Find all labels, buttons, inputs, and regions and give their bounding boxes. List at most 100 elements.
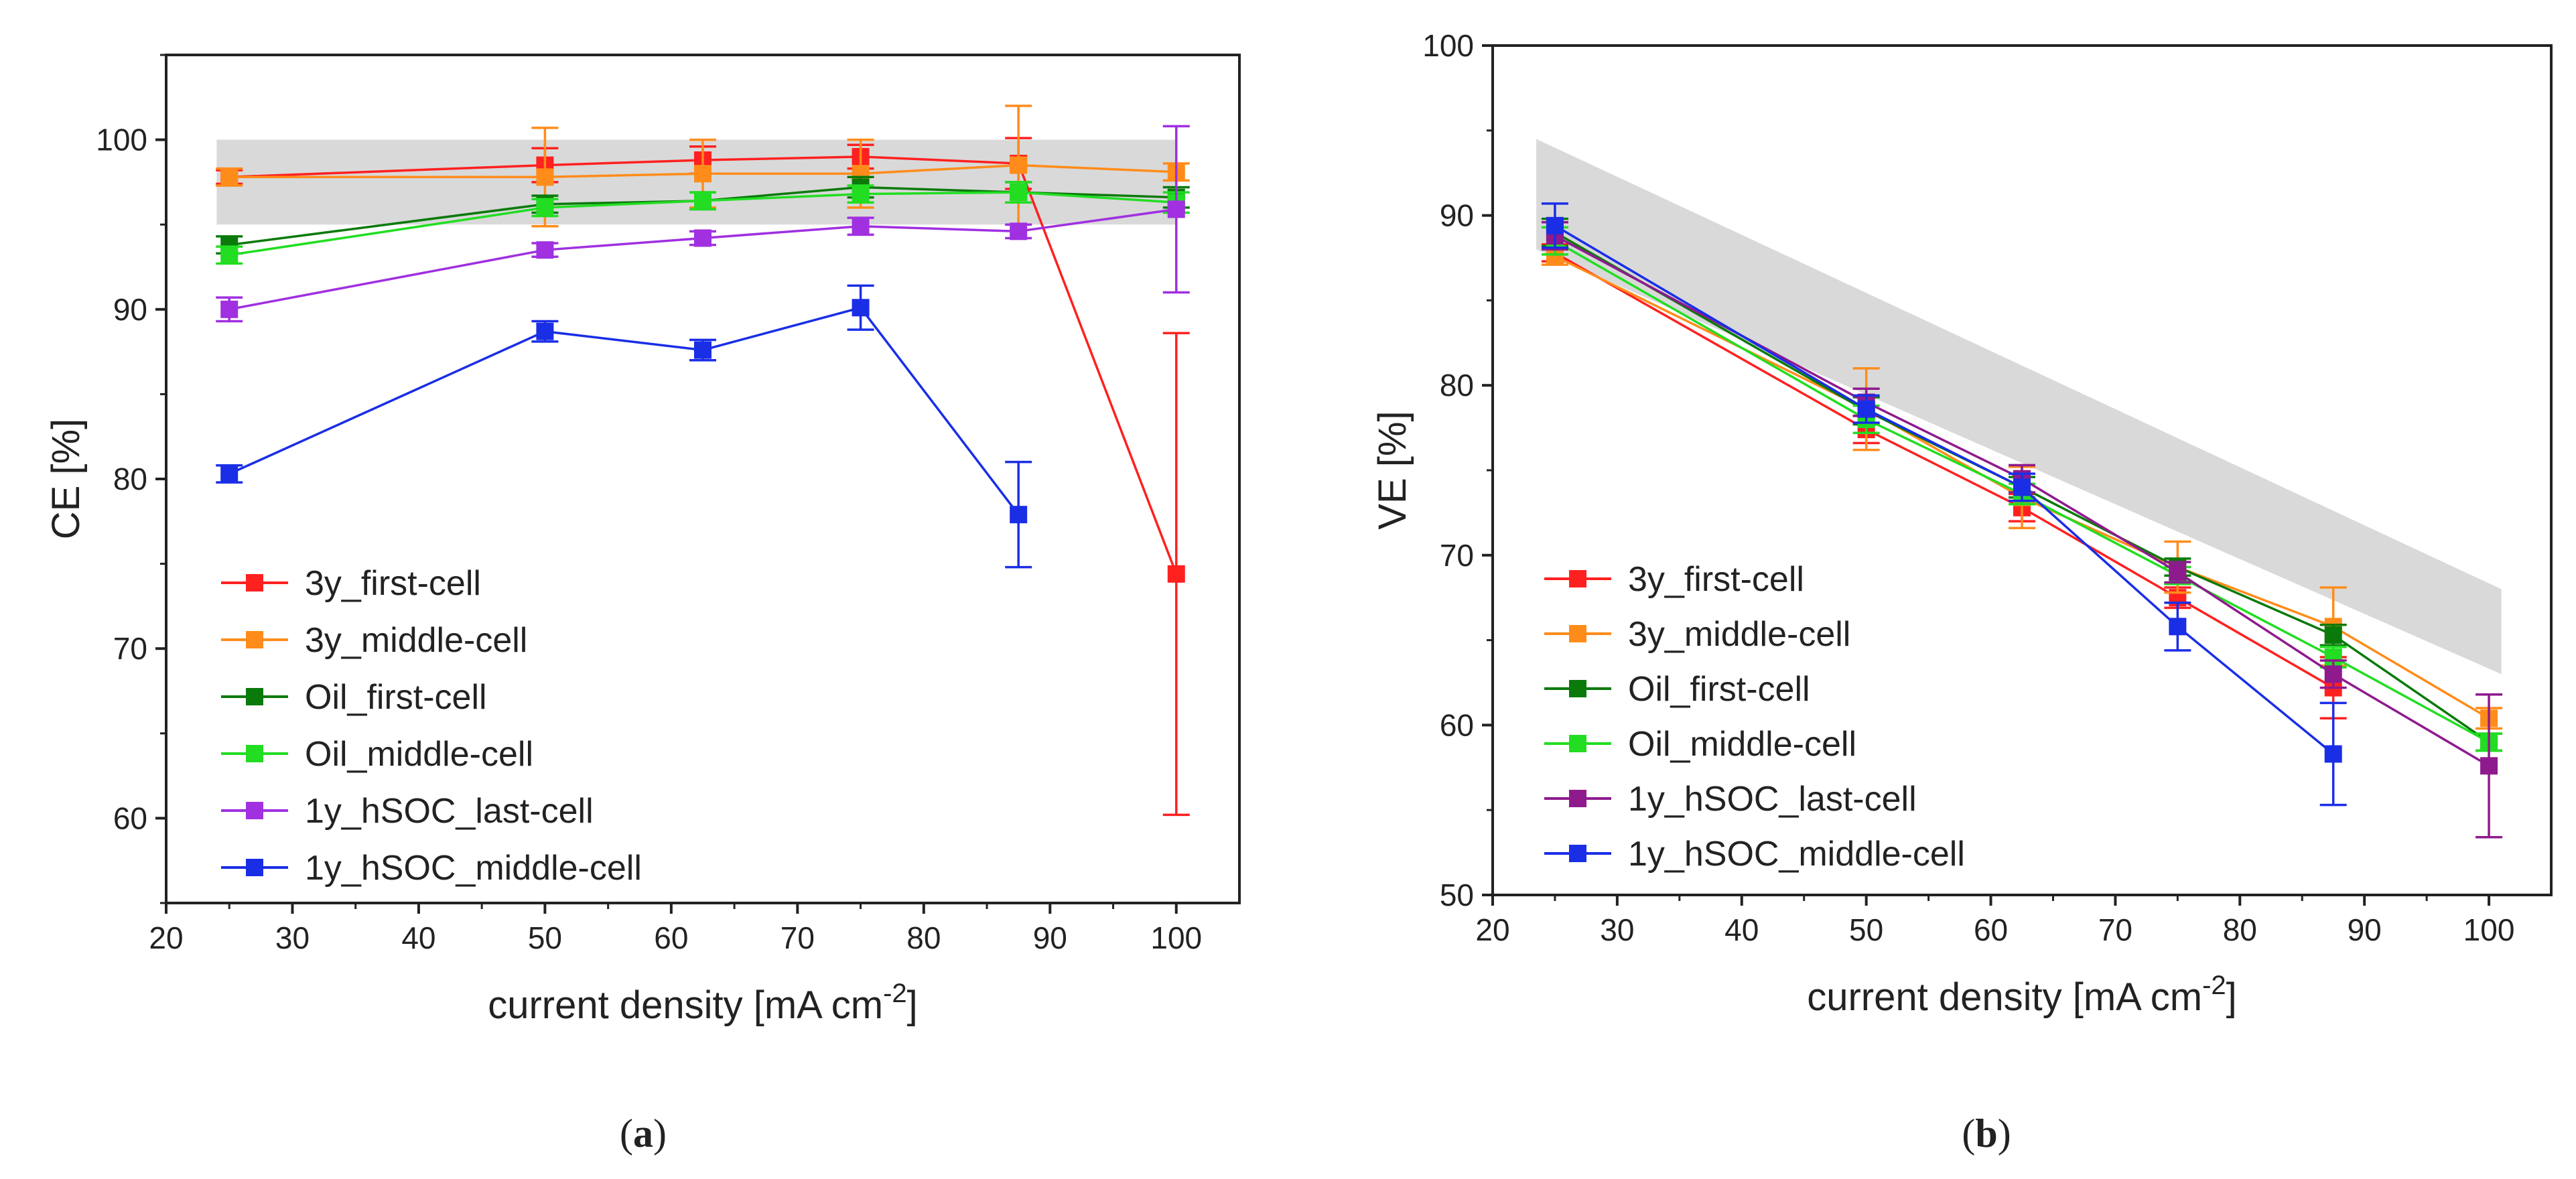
data-point bbox=[2169, 618, 2187, 636]
legend-label: 1y_hSOC_last-cell bbox=[305, 792, 594, 831]
series-line bbox=[229, 155, 1178, 575]
data-point bbox=[1010, 222, 1028, 240]
legend-marker bbox=[246, 802, 263, 819]
y-tick-label: 90 bbox=[1440, 198, 1474, 233]
x-tick-label: 70 bbox=[2098, 912, 2132, 947]
legend-label: 3y_middle-cell bbox=[1628, 615, 1850, 654]
legend-marker bbox=[246, 631, 263, 648]
subfigure-label-letter: b bbox=[1975, 1111, 1997, 1156]
data-point bbox=[852, 299, 870, 317]
data-point bbox=[694, 192, 711, 210]
legend-label: 1y_hSOC_last-cell bbox=[1628, 780, 1917, 819]
chart-panel-a: 20 30 40 50 60 70 80 90 100 60 70 80 90 100 current de… bbox=[44, 54, 1241, 1156]
data-point bbox=[220, 300, 239, 318]
x-tick-label: 50 bbox=[1849, 912, 1883, 947]
subfigure-label: (b) bbox=[1962, 1111, 2011, 1156]
x-tick-label: 100 bbox=[1150, 920, 1202, 955]
data-point bbox=[536, 198, 554, 216]
data-point bbox=[536, 322, 554, 340]
legend-label: 3y_first-cell bbox=[305, 564, 481, 603]
x-axis-label-end: ] bbox=[2226, 975, 2237, 1019]
series-1y_hSOC_middle-cell bbox=[216, 284, 1032, 569]
y-axis-label: CE [%] bbox=[44, 419, 88, 540]
data-point bbox=[694, 341, 711, 359]
x-axis-label-superscript: -2 bbox=[2202, 971, 2226, 1000]
data-point bbox=[852, 185, 870, 203]
data-point bbox=[1167, 565, 1185, 583]
x-tick-label: 70 bbox=[781, 920, 815, 955]
series-1y_hSOC_last-cell bbox=[216, 125, 1190, 323]
data-point bbox=[2013, 478, 2031, 496]
legend-label: 1y_hSOC_middle-cell bbox=[1628, 835, 1965, 874]
x-tick-label: 90 bbox=[1033, 920, 1067, 955]
data-point bbox=[694, 165, 711, 183]
data-point bbox=[2324, 626, 2342, 644]
series-line bbox=[1554, 234, 2490, 767]
x-tick-label: 100 bbox=[2463, 912, 2515, 947]
series-line bbox=[228, 191, 1176, 257]
data-point bbox=[1167, 200, 1185, 218]
reference-band bbox=[1536, 139, 2502, 675]
y-tick-label: 70 bbox=[113, 631, 147, 666]
x-axis-label-end: ] bbox=[907, 983, 918, 1027]
legend-label: Oil_first-cell bbox=[305, 678, 487, 717]
series-line bbox=[1554, 255, 2490, 719]
x-axis-label: current density [mA cm-2] bbox=[488, 979, 918, 1027]
legend-marker bbox=[1569, 625, 1586, 642]
series-line bbox=[228, 208, 1177, 311]
legend-marker bbox=[246, 574, 263, 592]
data-point bbox=[2480, 757, 2498, 775]
y-tick-label: 60 bbox=[113, 801, 147, 835]
subfigure-label-letter: a bbox=[633, 1111, 653, 1156]
x-tick-label: 80 bbox=[2223, 912, 2257, 947]
series-line bbox=[229, 163, 1176, 179]
subfigure-label-open: ( bbox=[620, 1111, 633, 1156]
x-axis-label-text: current density [mA cm bbox=[488, 983, 883, 1027]
y-tick-label: 100 bbox=[1422, 28, 1474, 63]
series-line bbox=[1554, 240, 2490, 744]
y-tick-label: 80 bbox=[1440, 368, 1474, 403]
legend-marker bbox=[1569, 680, 1586, 697]
subfigure-label-open: ( bbox=[1962, 1111, 1975, 1156]
x-axis-label-superscript: -2 bbox=[883, 979, 907, 1008]
data-point bbox=[1010, 506, 1028, 524]
y-tick-label: 80 bbox=[113, 462, 147, 496]
x-tick-label: 50 bbox=[528, 920, 562, 955]
subfigure-label: (a) bbox=[620, 1111, 667, 1156]
y-tick-label: 60 bbox=[1440, 707, 1474, 742]
y-tick-label: 50 bbox=[1440, 878, 1474, 912]
data-point bbox=[852, 217, 870, 235]
data-point bbox=[536, 241, 554, 259]
data-point bbox=[1546, 216, 1564, 234]
data-point bbox=[1010, 184, 1028, 202]
data-point bbox=[2169, 563, 2187, 581]
series-1y_hSOC_middle-cell bbox=[1541, 202, 2347, 807]
series-line bbox=[1554, 231, 2490, 744]
x-tick-label: 60 bbox=[1974, 912, 2008, 947]
subfigure-label-close: ) bbox=[653, 1111, 667, 1156]
x-axis-label: current density [mA cm-2] bbox=[1807, 971, 2237, 1019]
legend-label: Oil_first-cell bbox=[1628, 670, 1810, 709]
data-point bbox=[1857, 400, 1875, 418]
x-tick-label: 20 bbox=[149, 920, 183, 955]
x-tick-label: 40 bbox=[401, 920, 435, 955]
legend-marker bbox=[1569, 570, 1586, 587]
chart-panel-b: 20 30 40 50 60 70 80 90 100 50 60 70 80 90 100 current … bbox=[1371, 28, 2553, 1156]
legend-label: Oil_middle-cell bbox=[305, 735, 533, 774]
data-point bbox=[694, 229, 711, 247]
legend-label: 3y_first-cell bbox=[1628, 560, 1804, 599]
data-point bbox=[2324, 665, 2342, 683]
legend-marker bbox=[1569, 790, 1586, 807]
legend-label: 3y_middle-cell bbox=[305, 621, 527, 660]
y-tick-label: 100 bbox=[96, 123, 147, 157]
series-line bbox=[228, 306, 1020, 516]
x-tick-label: 30 bbox=[1600, 912, 1634, 947]
x-tick-label: 40 bbox=[1724, 912, 1759, 947]
legend-marker bbox=[246, 745, 263, 762]
legend-marker bbox=[246, 859, 263, 876]
data-point bbox=[220, 465, 239, 483]
y-tick-label: 90 bbox=[113, 292, 147, 327]
legend-marker bbox=[246, 688, 263, 705]
subfigure-label-close: ) bbox=[1998, 1111, 2011, 1156]
